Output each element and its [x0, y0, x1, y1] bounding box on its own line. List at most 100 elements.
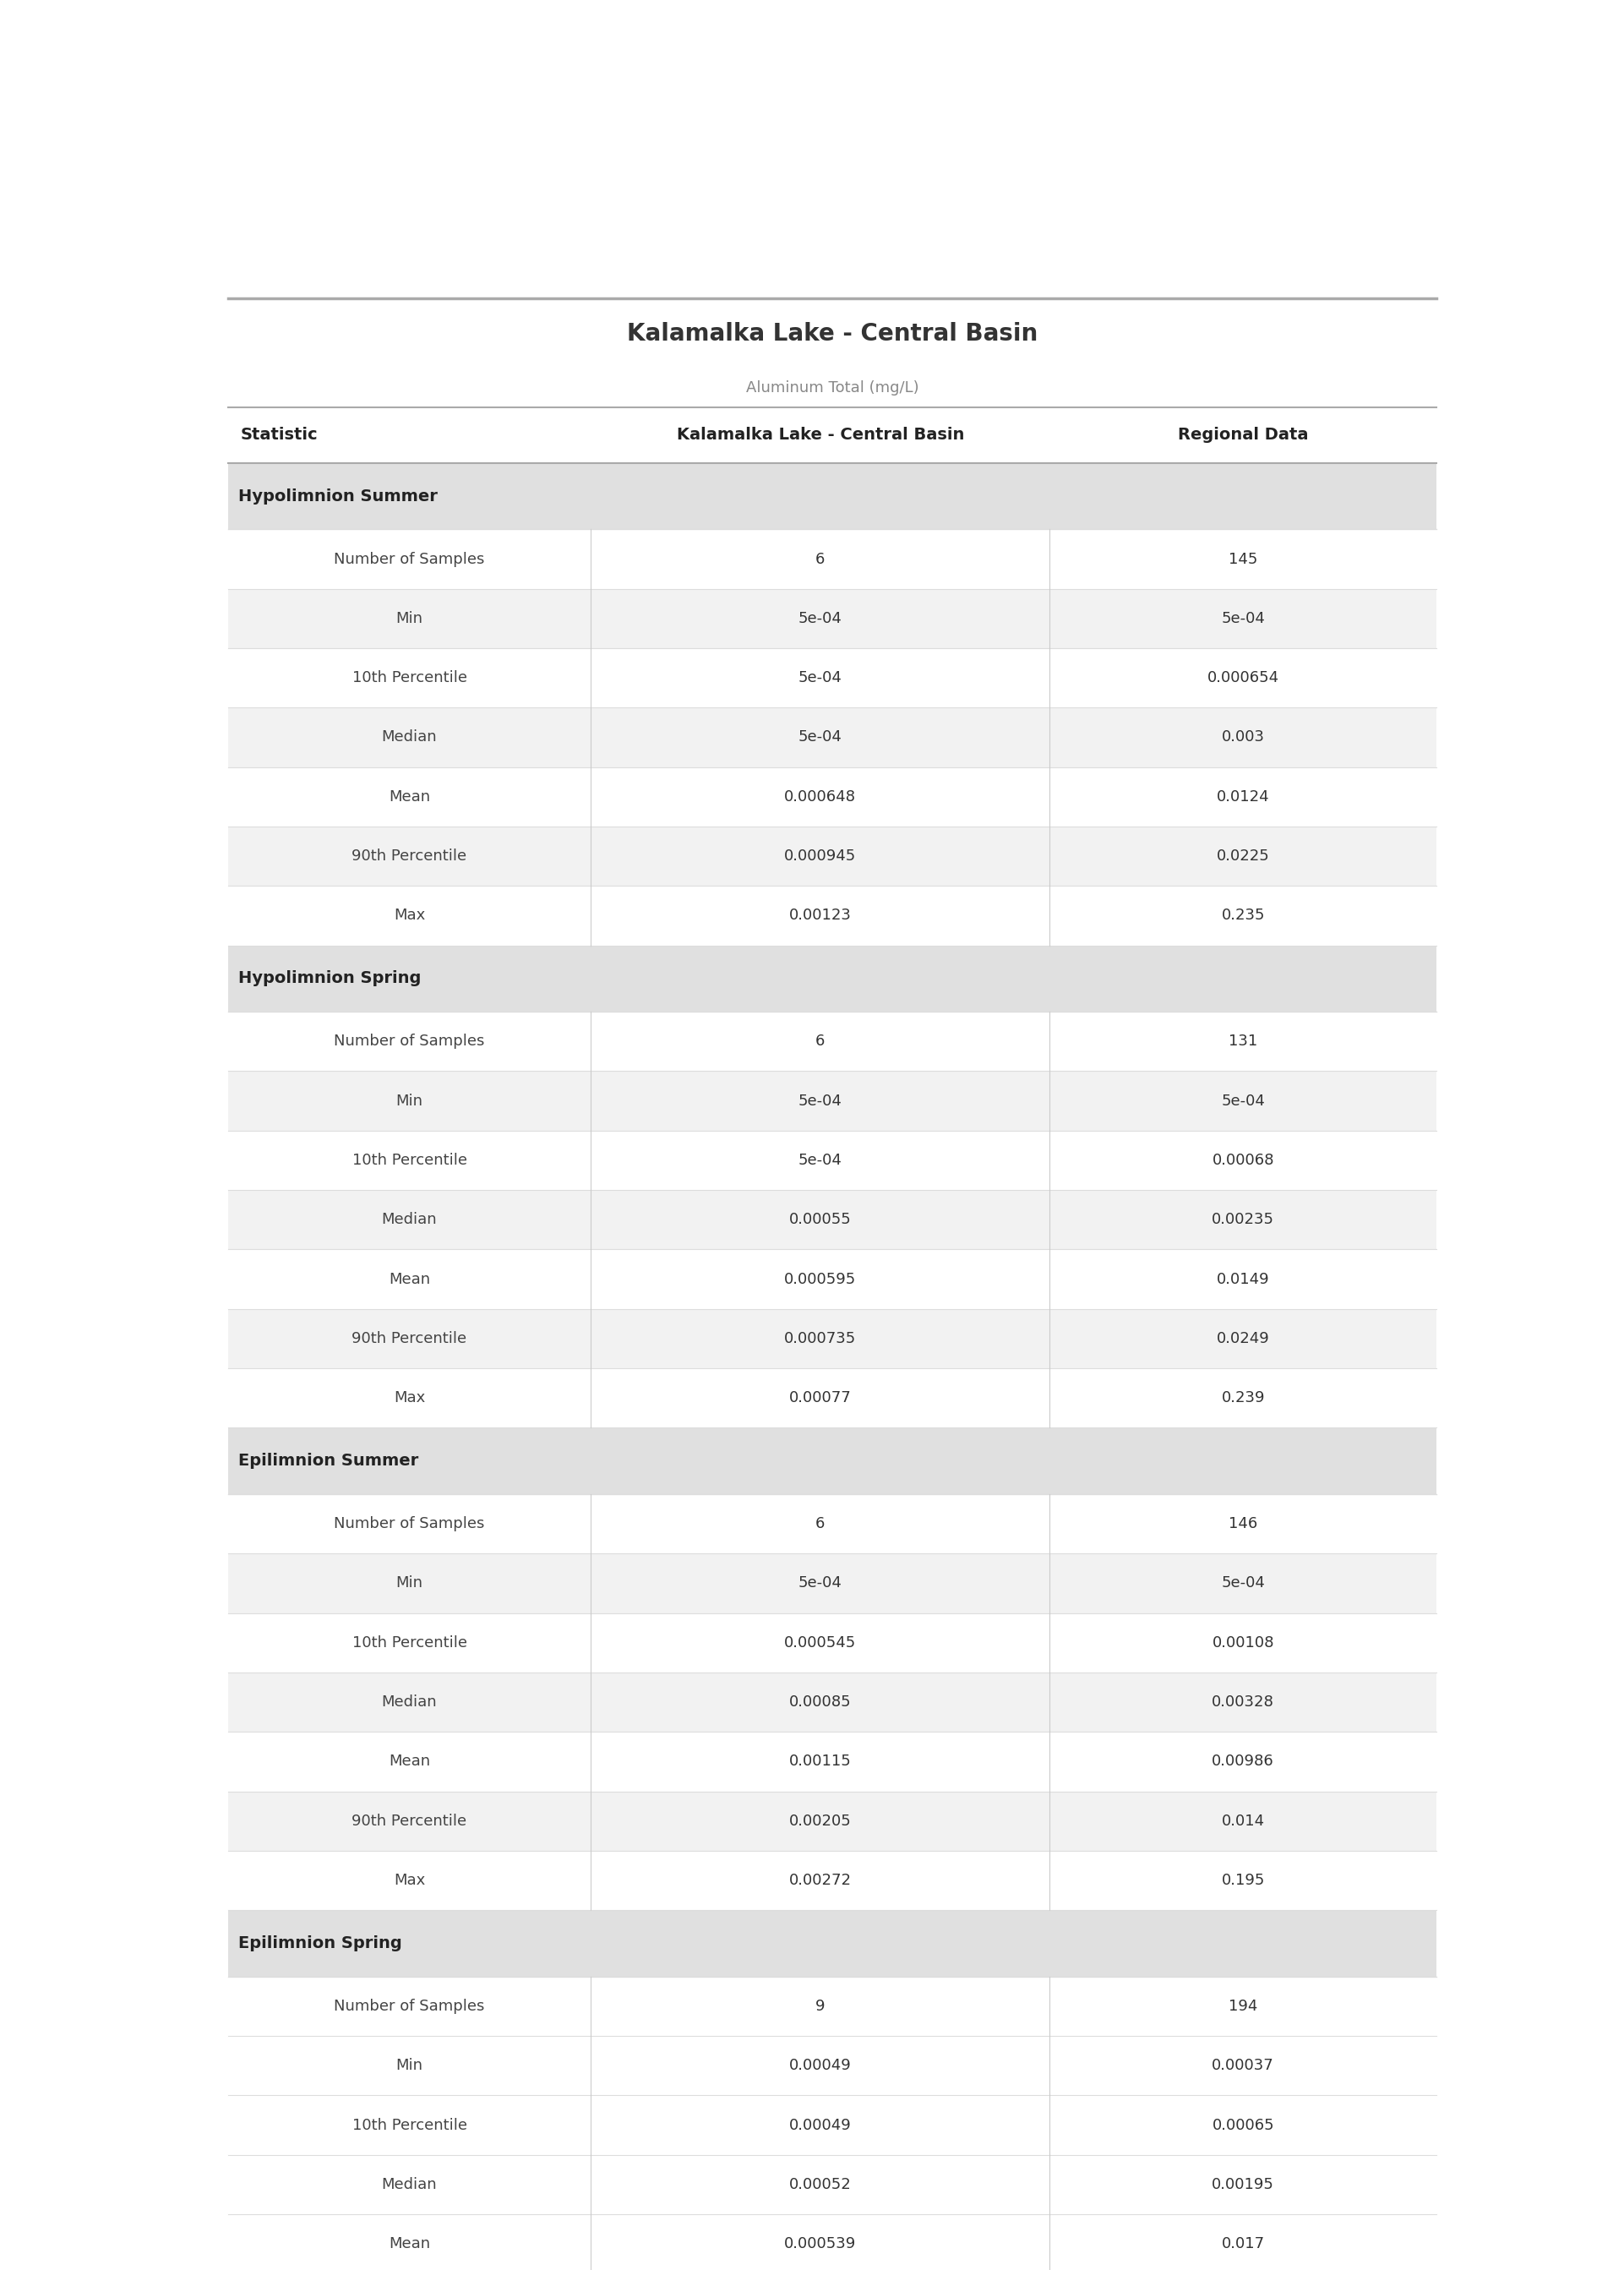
Text: 0.00085: 0.00085 — [789, 1696, 851, 1709]
Text: 0.00108: 0.00108 — [1212, 1634, 1275, 1650]
Text: 0.00049: 0.00049 — [789, 2059, 851, 2073]
Text: Number of Samples: Number of Samples — [335, 552, 486, 568]
Text: Hypolimnion Summer: Hypolimnion Summer — [239, 488, 437, 504]
Text: Kalamalka Lake - Central Basin: Kalamalka Lake - Central Basin — [627, 322, 1038, 345]
Text: 0.014: 0.014 — [1221, 1814, 1265, 1830]
Bar — [227, 1310, 1436, 1369]
Bar — [227, 944, 1436, 1012]
Bar — [227, 2095, 1436, 2154]
Text: Aluminum Total (mg/L): Aluminum Total (mg/L) — [745, 379, 919, 395]
Text: 0.00123: 0.00123 — [789, 908, 851, 924]
Bar — [227, 1614, 1436, 1673]
Text: 0.00986: 0.00986 — [1212, 1755, 1275, 1768]
Bar — [227, 1977, 1436, 2036]
Text: 0.000945: 0.000945 — [784, 849, 856, 865]
Text: Mean: Mean — [388, 2236, 430, 2252]
Text: 0.003: 0.003 — [1221, 729, 1265, 745]
Bar — [227, 588, 1436, 649]
Text: 0.00068: 0.00068 — [1212, 1153, 1275, 1169]
Text: Number of Samples: Number of Samples — [335, 1998, 486, 2013]
Text: 0.017: 0.017 — [1221, 2236, 1265, 2252]
Text: Statistic: Statistic — [240, 427, 318, 443]
Text: Median: Median — [382, 1696, 437, 1709]
Bar — [227, 2154, 1436, 2213]
Text: 5e-04: 5e-04 — [1221, 1575, 1265, 1591]
Bar — [227, 463, 1436, 529]
Text: 90th Percentile: 90th Percentile — [352, 1330, 468, 1346]
Text: 0.00272: 0.00272 — [789, 1873, 851, 1889]
Bar — [227, 2036, 1436, 2095]
Bar — [227, 826, 1436, 885]
Text: Median: Median — [382, 2177, 437, 2193]
Text: Epilimnion Spring: Epilimnion Spring — [239, 1936, 403, 1952]
Text: 0.00205: 0.00205 — [789, 1814, 851, 1830]
Bar — [227, 1130, 1436, 1189]
Text: 0.00055: 0.00055 — [789, 1212, 851, 1228]
Text: 5e-04: 5e-04 — [799, 1153, 843, 1169]
Text: 0.00065: 0.00065 — [1212, 2118, 1275, 2134]
Bar — [227, 1249, 1436, 1310]
Bar — [227, 1791, 1436, 1850]
Bar — [227, 1369, 1436, 1428]
Bar — [227, 1732, 1436, 1791]
Text: Hypolimnion Spring: Hypolimnion Spring — [239, 972, 421, 987]
Text: 146: 146 — [1229, 1516, 1257, 1532]
Text: 5e-04: 5e-04 — [799, 611, 843, 627]
Bar — [227, 1850, 1436, 1909]
Text: 5e-04: 5e-04 — [799, 670, 843, 686]
Text: 5e-04: 5e-04 — [799, 729, 843, 745]
Text: Min: Min — [396, 1094, 422, 1108]
Text: 0.0225: 0.0225 — [1216, 849, 1270, 865]
Text: 0.00049: 0.00049 — [789, 2118, 851, 2134]
Text: Max: Max — [393, 908, 425, 924]
Text: Number of Samples: Number of Samples — [335, 1516, 486, 1532]
Text: Epilimnion Summer: Epilimnion Summer — [239, 1453, 419, 1469]
Text: 0.000545: 0.000545 — [784, 1634, 856, 1650]
Text: Max: Max — [393, 1873, 425, 1889]
Bar — [227, 1071, 1436, 1130]
Bar — [227, 1673, 1436, 1732]
Text: 0.0249: 0.0249 — [1216, 1330, 1270, 1346]
Bar — [227, 2213, 1436, 2270]
Text: Median: Median — [382, 729, 437, 745]
Text: 5e-04: 5e-04 — [1221, 1094, 1265, 1108]
Text: 10th Percentile: 10th Percentile — [352, 1634, 466, 1650]
Text: Mean: Mean — [388, 1755, 430, 1768]
Text: 0.00195: 0.00195 — [1212, 2177, 1275, 2193]
Bar — [227, 1553, 1436, 1614]
Text: Regional Data: Regional Data — [1177, 427, 1309, 443]
Bar — [227, 649, 1436, 708]
Text: 5e-04: 5e-04 — [1221, 611, 1265, 627]
Text: Min: Min — [396, 2059, 422, 2073]
Text: 6: 6 — [815, 1516, 825, 1532]
Bar — [227, 885, 1436, 944]
Text: 5e-04: 5e-04 — [799, 1575, 843, 1591]
Text: 10th Percentile: 10th Percentile — [352, 1153, 466, 1169]
Text: Mean: Mean — [388, 790, 430, 804]
Text: 0.00328: 0.00328 — [1212, 1696, 1275, 1709]
Text: 131: 131 — [1229, 1033, 1257, 1049]
Text: 90th Percentile: 90th Percentile — [352, 849, 468, 865]
Text: 0.00115: 0.00115 — [789, 1755, 851, 1768]
Text: 0.000654: 0.000654 — [1207, 670, 1280, 686]
Text: Mean: Mean — [388, 1271, 430, 1287]
Text: 194: 194 — [1229, 1998, 1257, 2013]
Text: 90th Percentile: 90th Percentile — [352, 1814, 468, 1830]
Text: Number of Samples: Number of Samples — [335, 1033, 486, 1049]
Bar — [227, 1189, 1436, 1249]
Text: Min: Min — [396, 611, 422, 627]
Text: 0.195: 0.195 — [1221, 1873, 1265, 1889]
Bar — [227, 708, 1436, 767]
Text: 6: 6 — [815, 552, 825, 568]
Bar — [227, 1494, 1436, 1553]
Text: 0.00037: 0.00037 — [1212, 2059, 1275, 2073]
Text: Min: Min — [396, 1575, 422, 1591]
Text: 9: 9 — [815, 1998, 825, 2013]
Text: 0.0124: 0.0124 — [1216, 790, 1270, 804]
Bar — [227, 1012, 1436, 1071]
Bar — [227, 1428, 1436, 1494]
Text: Median: Median — [382, 1212, 437, 1228]
Text: 0.239: 0.239 — [1221, 1392, 1265, 1405]
Text: 145: 145 — [1229, 552, 1257, 568]
Text: 6: 6 — [815, 1033, 825, 1049]
